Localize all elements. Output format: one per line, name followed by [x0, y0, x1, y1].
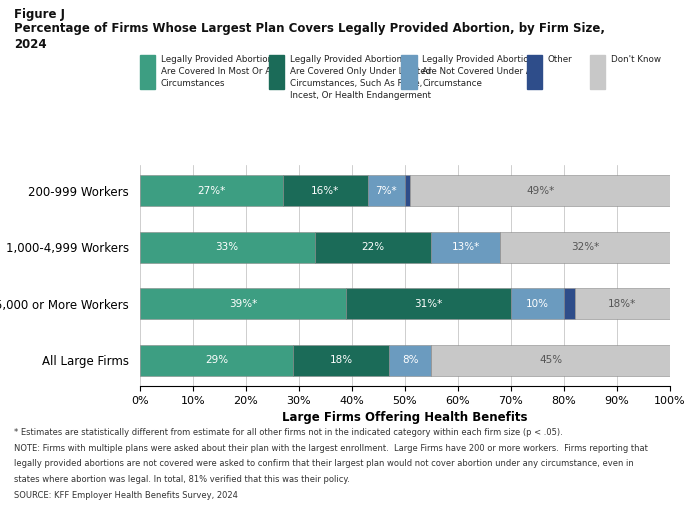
Text: 39%*: 39%* [229, 299, 257, 309]
Bar [293, 345, 389, 376]
Bar [346, 288, 511, 319]
Bar [140, 345, 293, 376]
Text: Circumstance: Circumstance [422, 79, 482, 88]
Bar [431, 232, 500, 263]
Text: 29%: 29% [205, 355, 228, 365]
Bar [283, 175, 368, 206]
Bar [389, 345, 431, 376]
Bar [564, 288, 574, 319]
Bar [431, 345, 670, 376]
Text: SOURCE: KFF Employer Health Benefits Survey, 2024: SOURCE: KFF Employer Health Benefits Sur… [14, 491, 238, 500]
Bar [410, 175, 670, 206]
Text: 7%*: 7%* [376, 186, 397, 196]
Text: legally provided abortions are not covered were asked to confirm that their larg: legally provided abortions are not cover… [14, 459, 634, 468]
Text: states where abortion was legal. In total, 81% verified that this was their poli: states where abortion was legal. In tota… [14, 475, 350, 484]
Text: 2024: 2024 [14, 38, 47, 51]
Text: Legally Provided Abortions: Legally Provided Abortions [161, 55, 277, 64]
Text: 10%: 10% [526, 299, 549, 309]
Text: 33%: 33% [216, 243, 239, 253]
Bar [500, 232, 670, 263]
Text: * Estimates are statistically different from estimate for all other firms not in: * Estimates are statistically different … [14, 428, 563, 437]
Bar [368, 175, 405, 206]
Text: NOTE: Firms with multiple plans were asked about their plan with the largest enr: NOTE: Firms with multiple plans were ask… [14, 444, 648, 453]
Text: 8%: 8% [402, 355, 418, 365]
Text: Incest, Or Health Endangerment: Incest, Or Health Endangerment [290, 91, 431, 100]
Text: 13%*: 13%* [452, 243, 480, 253]
Bar [405, 175, 410, 206]
Text: 49%*: 49%* [526, 186, 554, 196]
Text: Legally Provided Abortions: Legally Provided Abortions [422, 55, 539, 64]
Text: Circumstances: Circumstances [161, 79, 225, 88]
Text: Other: Other [548, 55, 572, 64]
Bar [511, 288, 564, 319]
Text: Circumstances, Such As Rape,: Circumstances, Such As Rape, [290, 79, 422, 88]
Bar [140, 288, 346, 319]
Text: 18%*: 18%* [608, 299, 637, 309]
Text: 32%*: 32%* [571, 243, 600, 253]
Text: Are Covered Only Under Limited: Are Covered Only Under Limited [290, 67, 431, 76]
Text: Are Not Covered Under Any: Are Not Covered Under Any [422, 67, 543, 76]
Text: Percentage of Firms Whose Largest Plan Covers Legally Provided Abortion, by Firm: Percentage of Firms Whose Largest Plan C… [14, 22, 605, 35]
Text: 27%*: 27%* [197, 186, 225, 196]
Text: 45%: 45% [539, 355, 563, 365]
Text: 16%*: 16%* [311, 186, 339, 196]
Text: Legally Provided Abortions: Legally Provided Abortions [290, 55, 406, 64]
Text: 18%: 18% [329, 355, 352, 365]
Text: 22%: 22% [362, 243, 385, 253]
Bar [574, 288, 670, 319]
Text: Don't Know: Don't Know [611, 55, 661, 64]
Text: Are Covered In Most Or All: Are Covered In Most Or All [161, 67, 276, 76]
Bar [140, 175, 283, 206]
Bar [140, 232, 315, 263]
X-axis label: Large Firms Offering Health Benefits: Large Firms Offering Health Benefits [282, 411, 528, 424]
Text: 31%*: 31%* [415, 299, 443, 309]
Bar [315, 232, 431, 263]
Text: Figure J: Figure J [14, 8, 65, 21]
